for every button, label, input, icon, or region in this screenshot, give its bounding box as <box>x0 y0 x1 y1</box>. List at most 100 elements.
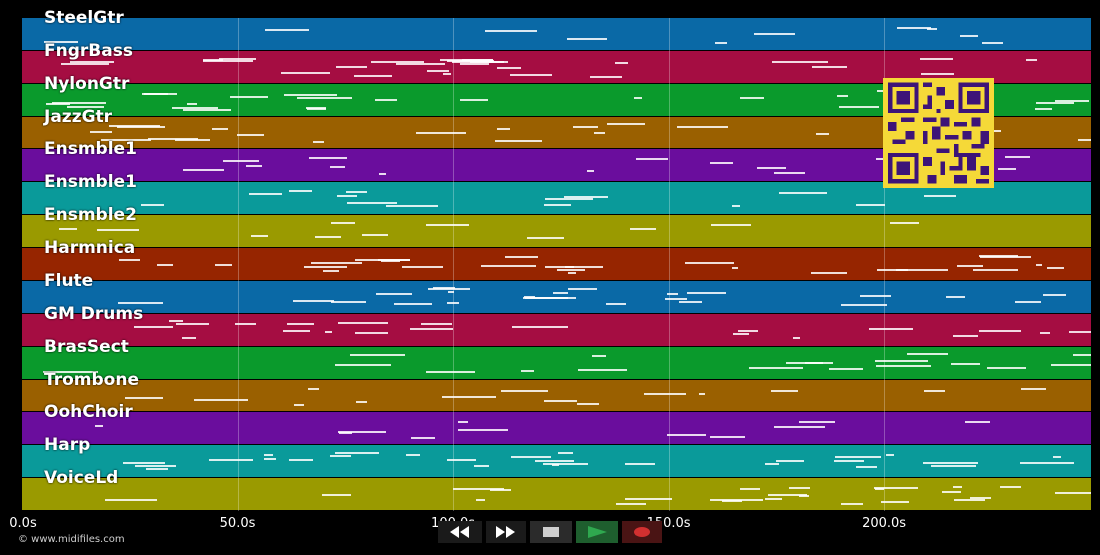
midi-note <box>714 41 727 44</box>
record-button[interactable] <box>622 521 662 543</box>
record-icon <box>634 527 650 537</box>
track-lane[interactable] <box>22 445 1091 478</box>
midi-note <box>457 420 468 423</box>
midi-note <box>838 106 879 109</box>
midi-note <box>237 134 265 137</box>
midi-note <box>420 323 452 326</box>
midi-note <box>841 502 863 505</box>
track-lane[interactable] <box>22 346 1091 379</box>
midi-note <box>926 27 938 30</box>
midi-note <box>615 502 646 505</box>
midi-note <box>410 436 436 439</box>
midi-note <box>895 268 949 271</box>
midi-note <box>922 461 978 464</box>
midi-note <box>251 234 268 237</box>
copyright-text: © www.midifiles.com <box>18 534 125 545</box>
midi-note <box>222 159 259 162</box>
track-label: Ensmble2 <box>44 205 137 226</box>
midi-note <box>667 434 707 437</box>
midi-note <box>856 204 886 207</box>
track-label: JazzGtr <box>44 106 113 127</box>
midi-note <box>474 464 490 467</box>
stop-button[interactable] <box>530 521 572 543</box>
midi-note <box>643 393 686 396</box>
midi-note <box>731 267 738 270</box>
midi-note <box>347 202 398 205</box>
midi-note <box>698 392 706 395</box>
track-label: Harp <box>44 435 91 456</box>
midi-note <box>246 165 262 168</box>
midi-note <box>953 334 978 337</box>
midi-note <box>875 359 929 362</box>
midi-note <box>354 331 388 334</box>
grid-line <box>237 18 239 511</box>
track-label: VoiceLd <box>44 468 119 489</box>
midi-note <box>95 424 104 427</box>
midi-note <box>208 459 254 462</box>
midi-note <box>1042 294 1066 297</box>
track-lane[interactable] <box>22 215 1091 248</box>
fast-forward-button[interactable] <box>486 521 526 543</box>
midi-note <box>1077 138 1091 141</box>
track-lane[interactable] <box>22 412 1091 445</box>
midi-note <box>46 102 71 105</box>
grid-line <box>884 18 886 511</box>
midi-note <box>733 332 750 335</box>
midi-note <box>395 62 445 65</box>
midi-note <box>212 128 228 131</box>
midi-note <box>60 63 109 66</box>
midi-note <box>520 369 535 372</box>
midi-note <box>886 454 894 457</box>
qr-code-icon <box>883 78 994 188</box>
midi-note <box>740 487 760 490</box>
midi-note <box>235 322 257 325</box>
midi-note <box>792 336 800 339</box>
midi-note <box>811 272 847 275</box>
midi-note <box>804 362 823 365</box>
track-lane[interactable] <box>22 313 1091 346</box>
track-lane[interactable] <box>22 280 1091 313</box>
midi-note <box>322 494 352 497</box>
midi-note <box>183 168 224 171</box>
midi-note <box>338 322 388 325</box>
rewind-button[interactable] <box>438 521 482 543</box>
midi-note <box>953 486 963 489</box>
track-lane[interactable] <box>22 50 1091 83</box>
midi-note <box>973 268 1018 271</box>
track-label: Flute <box>44 270 94 291</box>
midi-note <box>737 329 758 332</box>
midi-note <box>543 204 571 207</box>
track-lane[interactable] <box>22 248 1091 280</box>
midi-note <box>134 325 174 328</box>
track-lane[interactable] <box>22 379 1091 412</box>
midi-note <box>89 131 112 134</box>
midi-note <box>589 75 622 78</box>
midi-note <box>249 192 283 195</box>
midi-note <box>117 302 164 305</box>
midi-note <box>282 329 310 332</box>
midi-note <box>551 464 560 467</box>
midi-note <box>193 399 248 402</box>
midi-note <box>512 326 569 329</box>
midi-note <box>942 491 961 494</box>
midi-note <box>923 195 956 198</box>
midi-note <box>283 94 337 97</box>
midi-note <box>678 301 702 304</box>
midi-note <box>855 466 877 468</box>
track-lane[interactable] <box>22 478 1091 510</box>
midi-note <box>308 387 319 390</box>
midi-note <box>288 190 312 193</box>
midi-note <box>355 401 367 404</box>
midi-note <box>118 259 141 262</box>
play-button[interactable] <box>576 521 618 543</box>
midi-note <box>218 58 257 61</box>
midi-note <box>307 108 327 111</box>
midi-note <box>511 455 551 458</box>
midi-note <box>402 265 444 268</box>
midi-note <box>297 97 353 100</box>
midi-note <box>453 487 505 490</box>
midi-note <box>336 66 368 69</box>
track-lane[interactable] <box>22 18 1091 50</box>
midi-note <box>475 498 485 501</box>
midi-note <box>305 106 327 109</box>
